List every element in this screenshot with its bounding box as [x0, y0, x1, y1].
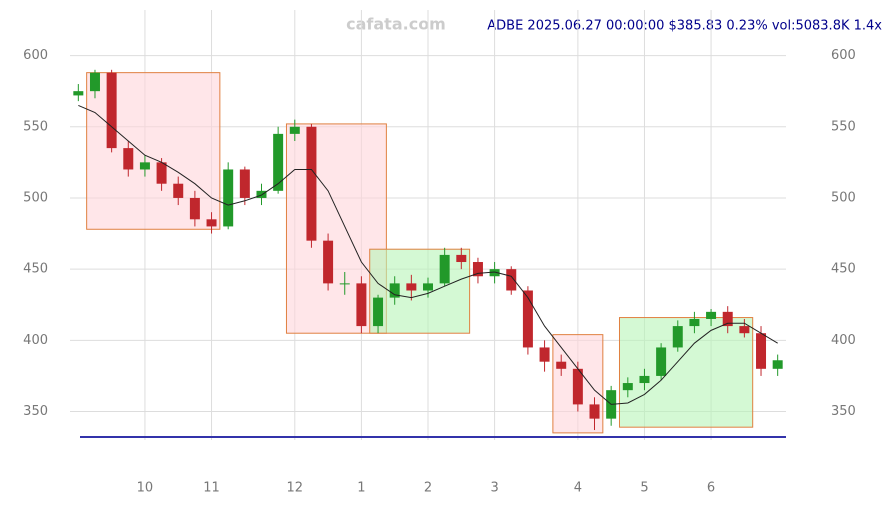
- candle-body: [456, 254, 467, 263]
- y-tick-label: 350: [23, 404, 48, 419]
- candle-body: [373, 297, 384, 327]
- x-tick-label: 11: [203, 481, 220, 496]
- candle-body: [173, 183, 184, 198]
- watermark: cafata.com: [346, 15, 446, 34]
- candle-body: [223, 169, 234, 227]
- candle-body: [522, 290, 533, 348]
- y-tick-label: 500: [23, 190, 48, 205]
- candle-body: [656, 347, 667, 376]
- candle-body: [706, 311, 717, 319]
- y-tick-label: 600: [831, 48, 856, 63]
- candle-body: [289, 126, 300, 134]
- range-box: [369, 248, 471, 334]
- candle-body: [489, 269, 500, 277]
- y-tick-label: 550: [831, 119, 856, 134]
- x-tick-label: 12: [287, 481, 304, 496]
- y-tick-label: 550: [23, 119, 48, 134]
- candle-body: [339, 283, 350, 285]
- x-tick-label: 5: [640, 481, 648, 496]
- x-tick-label: 2: [424, 481, 432, 496]
- chart-title: ADBE 2025.06.27 00:00:00 $385.83 0.23% v…: [487, 19, 882, 34]
- candle-body: [739, 326, 750, 334]
- candle-body: [306, 126, 317, 241]
- candle-body: [556, 361, 567, 369]
- candle-body: [106, 72, 117, 149]
- candle-body: [189, 197, 200, 220]
- candle-body: [89, 72, 100, 92]
- x-tick-label: 6: [707, 481, 715, 496]
- candle-body: [639, 375, 650, 384]
- candle-body: [406, 283, 417, 291]
- y-tick-label: 500: [831, 190, 856, 205]
- candle-body: [439, 254, 450, 284]
- y-tick-label: 450: [23, 262, 48, 277]
- candle-body: [389, 283, 400, 298]
- range-box: [618, 317, 754, 428]
- candle-body: [539, 347, 550, 362]
- candle-body: [472, 262, 483, 277]
- candle-body: [506, 269, 517, 291]
- candle-body: [256, 190, 267, 198]
- y-tick-label: 400: [831, 333, 856, 348]
- y-tick-label: 350: [831, 404, 856, 419]
- candle-body: [756, 333, 767, 369]
- x-tick-label: 3: [490, 481, 498, 496]
- candle-body: [423, 283, 433, 291]
- moving-average: [78, 104, 778, 405]
- y-tick-label: 600: [23, 48, 48, 63]
- candle-body: [689, 318, 700, 327]
- x-tick-label: 4: [574, 481, 582, 496]
- x-tick-label: 10: [137, 481, 154, 496]
- candle-body: [206, 219, 217, 227]
- candle-body: [239, 169, 250, 198]
- candle-body: [273, 133, 284, 191]
- y-tick-label: 400: [23, 333, 48, 348]
- x-tick-label: 1: [357, 481, 365, 496]
- candle-body: [572, 368, 583, 405]
- candle-body: [123, 148, 134, 170]
- candle-body: [672, 326, 683, 348]
- candle-body: [156, 162, 167, 184]
- candle-body: [722, 311, 733, 327]
- candle-body: [73, 91, 84, 96]
- candle-body: [589, 404, 600, 419]
- y-tick-label: 450: [831, 262, 856, 277]
- candle-body: [139, 162, 150, 170]
- candle-body: [323, 240, 334, 284]
- candle-body: [772, 360, 783, 369]
- candle-body: [622, 383, 633, 391]
- candle-body: [356, 283, 367, 327]
